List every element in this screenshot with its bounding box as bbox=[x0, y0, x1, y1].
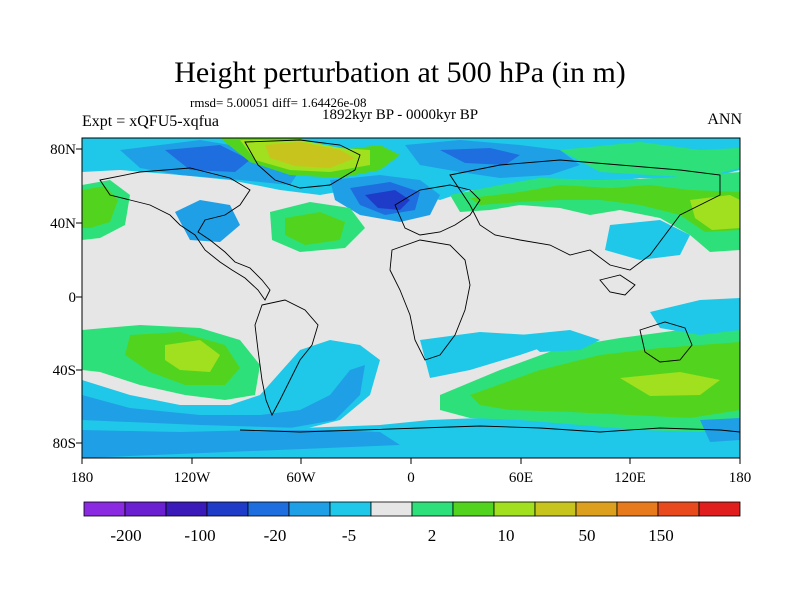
colorbar-swatch bbox=[288, 501, 331, 517]
colorbar-label: -20 bbox=[263, 526, 287, 545]
time-period: 1892kyr BP - 0000kyr BP bbox=[322, 107, 479, 123]
lon-label: 0 bbox=[407, 470, 415, 486]
coastlines bbox=[99, 139, 740, 433]
lat-label: 0 bbox=[68, 290, 77, 306]
lat-label: 80S bbox=[52, 436, 76, 452]
height-perturbation-field bbox=[82, 138, 740, 458]
lon-label: 60W bbox=[286, 470, 316, 486]
colorbar-swatch bbox=[452, 501, 495, 517]
colorbar-swatch bbox=[206, 501, 249, 517]
plot-title: Height perturbation at 500 hPa (in m) bbox=[174, 56, 626, 89]
lon-label: 120E bbox=[614, 470, 646, 486]
lat-label: 80N bbox=[50, 142, 76, 158]
axis-ticks bbox=[76, 148, 741, 464]
colorbar-swatch bbox=[616, 501, 659, 517]
lon-label: 180 bbox=[728, 470, 752, 486]
colorbar-swatch bbox=[411, 501, 454, 517]
colorbar-label: -100 bbox=[184, 526, 216, 545]
colorbar-label: 150 bbox=[648, 526, 674, 545]
colorbar-label: 50 bbox=[578, 526, 596, 545]
lat-label: 40S bbox=[52, 363, 76, 379]
colorbar-swatch bbox=[534, 501, 577, 517]
colorbar-swatch bbox=[329, 501, 372, 517]
colorbar bbox=[83, 501, 741, 517]
colorbar-swatch bbox=[165, 501, 208, 517]
colorbar-swatch bbox=[370, 501, 413, 517]
rmsd-diff-stats: rmsd= 5.00051 diff= 1.64426e-08 bbox=[190, 95, 367, 110]
colorbar-label: 10 bbox=[497, 526, 515, 545]
colorbar-swatch bbox=[83, 501, 126, 517]
experiment-label: Expt = xQFU5-xqfua bbox=[82, 113, 220, 130]
season-label: ANN bbox=[707, 111, 742, 128]
colorbar-label: 2 bbox=[427, 526, 437, 545]
colorbar-swatch bbox=[493, 501, 536, 517]
lat-label: 40N bbox=[50, 216, 76, 232]
colorbar-swatch bbox=[124, 501, 167, 517]
colorbar-label: -5 bbox=[341, 526, 357, 545]
colorbar-label: -200 bbox=[110, 526, 142, 545]
colorbar-swatch bbox=[575, 501, 618, 517]
lon-label: 180 bbox=[70, 470, 94, 486]
colorbar-swatch bbox=[657, 501, 700, 517]
lon-label: 120W bbox=[173, 470, 211, 486]
colorbar-swatch bbox=[247, 501, 290, 517]
colorbar-swatch bbox=[698, 501, 741, 517]
lon-label: 60E bbox=[508, 470, 534, 486]
